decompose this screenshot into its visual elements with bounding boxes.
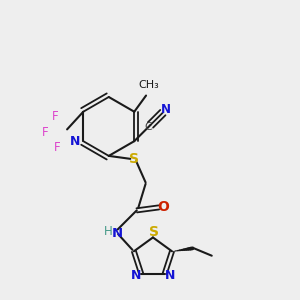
Text: F: F <box>53 141 60 154</box>
Text: H: H <box>104 225 112 238</box>
Text: F: F <box>52 110 59 123</box>
Text: O: O <box>157 200 169 214</box>
Text: C: C <box>144 122 152 132</box>
Text: N: N <box>131 268 141 282</box>
Text: N: N <box>165 268 175 282</box>
Text: F: F <box>42 126 48 139</box>
Text: S: S <box>149 225 159 239</box>
Text: CH₃: CH₃ <box>139 80 159 90</box>
Text: S: S <box>129 152 139 166</box>
Text: N: N <box>112 227 123 240</box>
Text: N: N <box>161 103 171 116</box>
Text: N: N <box>70 135 80 148</box>
